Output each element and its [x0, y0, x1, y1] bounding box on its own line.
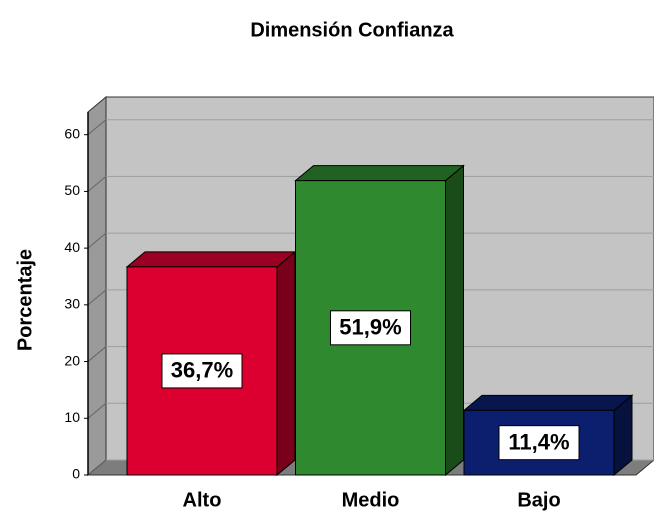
grid-line-side [87, 402, 107, 419]
chart-title: Dimensión Confianza [250, 19, 454, 41]
y-tick-label: 0 [72, 466, 80, 482]
bar-top [294, 165, 465, 182]
y-tick-label: 50 [64, 182, 80, 198]
value-label-box [161, 353, 243, 389]
grid-line-side [87, 289, 107, 306]
grid-line-side [87, 232, 107, 249]
y-tick-label: 40 [64, 239, 80, 255]
bar [462, 394, 634, 477]
x-tick-label: Alto [183, 489, 222, 511]
y-tick-label: 10 [64, 409, 80, 425]
grid-line-side [87, 346, 107, 362]
bar-top [462, 394, 634, 411]
bar-side [445, 164, 464, 477]
bar-top [125, 251, 297, 268]
grid-line-side [87, 176, 107, 192]
value-label: 36,7% [171, 358, 233, 383]
y-tick-label: 20 [64, 352, 80, 368]
value-label: 11,4% [508, 429, 569, 454]
grid-line-side [87, 119, 107, 136]
bar-side [276, 250, 296, 477]
y-axis-label: Porcentaje [14, 249, 36, 351]
grid-line-side [87, 459, 107, 476]
value-label: 51,9% [339, 315, 401, 340]
value-label-box [498, 425, 580, 461]
x-tick-label: Bajo [517, 489, 560, 511]
x-tick-label: Medio [342, 489, 400, 511]
y-tick-label: 60 [64, 125, 80, 141]
left-wall [87, 95, 107, 477]
y-tick-label: 30 [64, 296, 80, 312]
value-label-box [330, 310, 411, 346]
